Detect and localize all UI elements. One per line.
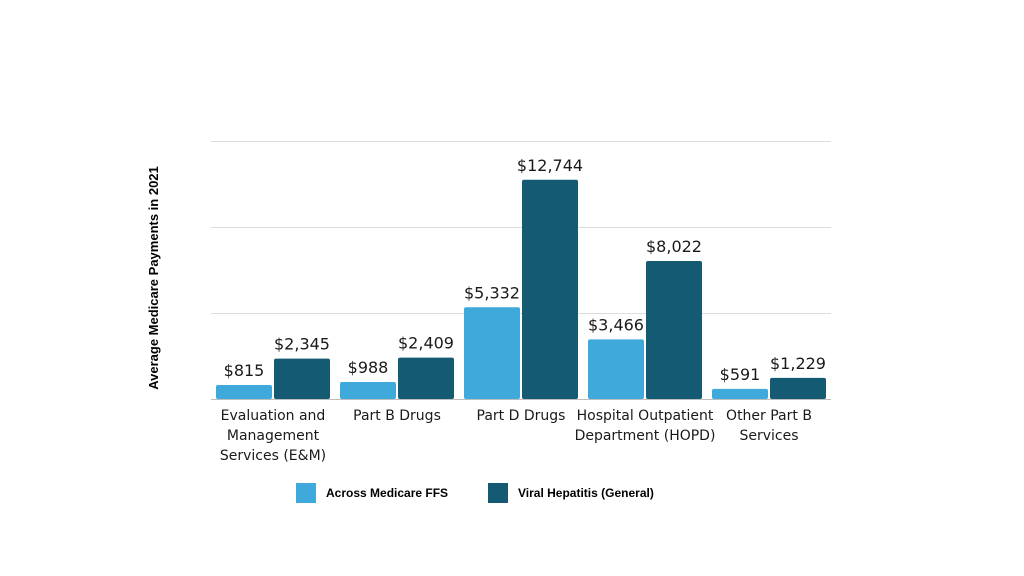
data-label: $5,332 [464, 283, 520, 302]
bar-across-medicare-ffs [216, 384, 272, 399]
bar-viral-hepatitis [770, 377, 826, 399]
bar-across-medicare-ffs [340, 382, 396, 399]
legend-swatch [296, 483, 316, 503]
bar-viral-hepatitis [522, 179, 578, 399]
bar-across-medicare-ffs [464, 307, 520, 399]
data-label: $8,022 [646, 237, 702, 256]
x-tick-label: Services [739, 428, 798, 444]
data-label: $2,409 [398, 334, 454, 353]
x-tick-label: Evaluation and [221, 408, 326, 424]
data-label: $12,744 [517, 156, 583, 175]
x-tick-label: Part B Drugs [353, 408, 441, 424]
data-label: $591 [720, 365, 761, 384]
bar-across-medicare-ffs [588, 339, 644, 399]
bars [216, 179, 826, 399]
x-tick-label: Management [227, 428, 320, 444]
x-tick-label: Department (HOPD) [575, 428, 716, 444]
x-tick-label: Other Part B [726, 408, 812, 424]
bar-across-medicare-ffs [712, 388, 768, 399]
gridlines [211, 141, 831, 400]
bar-viral-hepatitis [274, 358, 330, 399]
x-tick-label: Hospital Outpatient [577, 408, 714, 424]
bar-viral-hepatitis [646, 261, 702, 399]
data-labels: $815 $2,345 $988 $2,409 $5,332 $12,744 $3,466 $… [224, 156, 826, 384]
data-label: $1,229 [770, 354, 826, 373]
bar-viral-hepatitis [398, 357, 454, 399]
legend-swatch [488, 483, 508, 503]
x-tick-labels: Evaluation and Management Services (E&M) Pa… [220, 408, 812, 464]
data-label: $3,466 [588, 315, 644, 334]
y-axis-label: Average Medicare Payments in 2021 [146, 166, 161, 390]
x-tick-label: Part D Drugs [477, 408, 566, 424]
data-label: $988 [348, 358, 389, 377]
data-label: $2,345 [274, 335, 330, 354]
legend-label: Viral Hepatitis (General) [518, 486, 654, 500]
legend: Across Medicare FFS Viral Hepatitis (Gene… [296, 483, 654, 503]
legend-label: Across Medicare FFS [326, 486, 448, 500]
data-label: $815 [224, 361, 265, 380]
x-tick-label: Services (E&M) [220, 448, 326, 464]
